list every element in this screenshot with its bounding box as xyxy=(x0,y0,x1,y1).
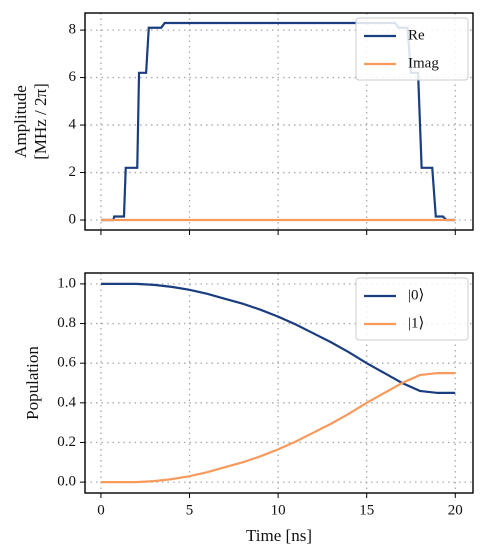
x-tick-label: 15 xyxy=(359,502,374,518)
y-tick-label: 0.6 xyxy=(57,355,76,371)
legend-label: Imag xyxy=(408,55,439,71)
x-tick-label: 20 xyxy=(448,502,463,518)
y-tick-label: 0.2 xyxy=(57,434,76,450)
y-tick-label: 6 xyxy=(69,69,77,85)
y-tick-label: 0.4 xyxy=(57,394,76,410)
x-axis-label: Time [ns] xyxy=(246,526,312,545)
y-tick-label: 4 xyxy=(69,116,77,132)
y-tick-label: 0.8 xyxy=(57,315,76,331)
y-axis-label: Population xyxy=(23,346,42,420)
x-tick-label: 0 xyxy=(97,502,105,518)
legend: |0⟩ |1⟩ xyxy=(355,277,469,341)
legend-label: |1⟩ xyxy=(408,315,424,331)
y-tick-label: 2 xyxy=(69,164,77,180)
legend-label: Re xyxy=(408,27,425,43)
y-tick-label: 0 xyxy=(69,211,77,227)
series-line xyxy=(100,282,456,395)
series-line xyxy=(100,371,456,484)
y-axis-label: Amplitude xyxy=(11,85,30,158)
y-axis-label: [MHz / 2π] xyxy=(31,83,50,160)
y-tick-label: 8 xyxy=(69,22,77,38)
y-tick-label: 1.0 xyxy=(57,275,76,291)
plot-frame xyxy=(84,272,474,494)
y-tick-label: 0.0 xyxy=(57,474,76,490)
legend-label: |0⟩ xyxy=(408,287,424,303)
series-line xyxy=(100,21,456,222)
x-tick-label: 5 xyxy=(186,502,194,518)
plot-frame xyxy=(84,12,474,231)
x-tick-label: 10 xyxy=(271,502,286,518)
legend: Re Imag xyxy=(355,17,469,81)
